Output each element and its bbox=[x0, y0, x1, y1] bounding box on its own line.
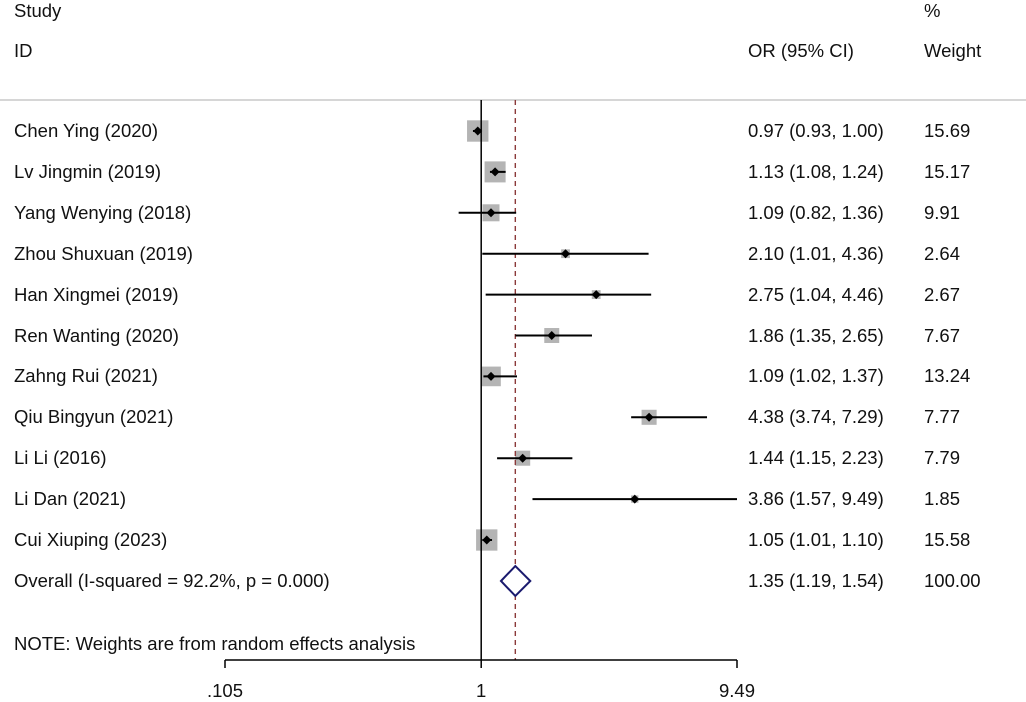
study-or-ci: 2.75 (1.04, 4.46) bbox=[748, 283, 884, 305]
study-weight: 9.91 bbox=[924, 201, 961, 223]
study-point-estimate bbox=[547, 331, 557, 340]
study-weight: 13.24 bbox=[924, 365, 971, 387]
study-weight: 2.67 bbox=[924, 283, 961, 305]
study-point-estimate bbox=[490, 167, 500, 177]
header-or-ci: OR (95% CI) bbox=[748, 40, 854, 61]
study-or-ci: 4.38 (3.74, 7.29) bbox=[748, 406, 884, 428]
study-label: Cui Xiuping (2023) bbox=[14, 529, 168, 550]
study-point-estimate bbox=[518, 453, 528, 463]
study-label: Li Dan (2021) bbox=[14, 488, 127, 510]
study-label: Zahng Rui (2021) bbox=[14, 365, 158, 387]
study-label: Yang Wenying (2018) bbox=[14, 201, 192, 223]
study-or-ci: 1.09 (0.82, 1.36) bbox=[748, 201, 884, 223]
study-or-ci: 1.86 (1.35, 2.65) bbox=[748, 324, 884, 346]
x-tick-label: 1 bbox=[476, 680, 487, 701]
study-label: Qiu Bingyun (2021) bbox=[14, 406, 174, 428]
study-weight: 7.77 bbox=[924, 406, 961, 428]
study-weight: 15.17 bbox=[924, 160, 971, 182]
study-weight: 15.58 bbox=[924, 529, 971, 550]
study-point-estimate bbox=[486, 208, 496, 218]
note-text: NOTE: Weights are from random effects an… bbox=[14, 633, 416, 654]
header-weight: Weight bbox=[924, 40, 982, 61]
study-point-estimate bbox=[561, 249, 571, 259]
overall-label: Overall (I-squared = 92.2%, p = 0.000) bbox=[14, 570, 330, 591]
study-point-estimate bbox=[630, 494, 640, 504]
study-label: Lv Jingmin (2019) bbox=[14, 160, 162, 182]
study-or-ci: 1.44 (1.15, 2.23) bbox=[748, 447, 884, 469]
x-tick-label: .105 bbox=[206, 680, 243, 701]
header-percent: % bbox=[924, 0, 941, 21]
study-or-ci: 2.10 (1.01, 4.36) bbox=[748, 242, 884, 264]
study-or-ci: 1.13 (1.08, 1.24) bbox=[748, 160, 884, 182]
study-point-estimate bbox=[644, 412, 654, 422]
study-point-estimate bbox=[591, 290, 601, 300]
study-label: Zhou Shuxuan (2019) bbox=[14, 242, 193, 264]
study-weight: 7.67 bbox=[924, 324, 961, 346]
overall-weight: 100.00 bbox=[924, 570, 981, 591]
study-weight: 7.79 bbox=[924, 447, 961, 469]
study-weight: 15.69 bbox=[924, 120, 971, 141]
study-weight: 2.64 bbox=[924, 242, 961, 264]
overall-or-ci: 1.35 (1.19, 1.54) bbox=[748, 570, 884, 591]
header-id: ID bbox=[14, 40, 33, 61]
header-study: Study bbox=[14, 0, 62, 21]
study-or-ci: 1.05 (1.01, 1.10) bbox=[748, 529, 884, 550]
study-label: Ren Wanting (2020) bbox=[14, 324, 179, 346]
study-label: Li Li (2016) bbox=[14, 447, 107, 469]
study-weight: 1.85 bbox=[924, 488, 961, 510]
study-label: Chen Ying (2020) bbox=[14, 120, 158, 141]
study-or-ci: 3.86 (1.57, 9.49) bbox=[748, 488, 884, 510]
overall-diamond bbox=[499, 564, 532, 598]
study-label: Han Xingmei (2019) bbox=[14, 283, 179, 305]
x-tick-label: 9.49 bbox=[718, 680, 755, 701]
study-point-estimate bbox=[473, 126, 483, 136]
study-point-estimate bbox=[482, 535, 492, 545]
study-point-estimate bbox=[486, 371, 496, 381]
study-or-ci: 1.09 (1.02, 1.37) bbox=[748, 365, 884, 387]
study-or-ci: 0.97 (0.93, 1.00) bbox=[748, 120, 884, 141]
